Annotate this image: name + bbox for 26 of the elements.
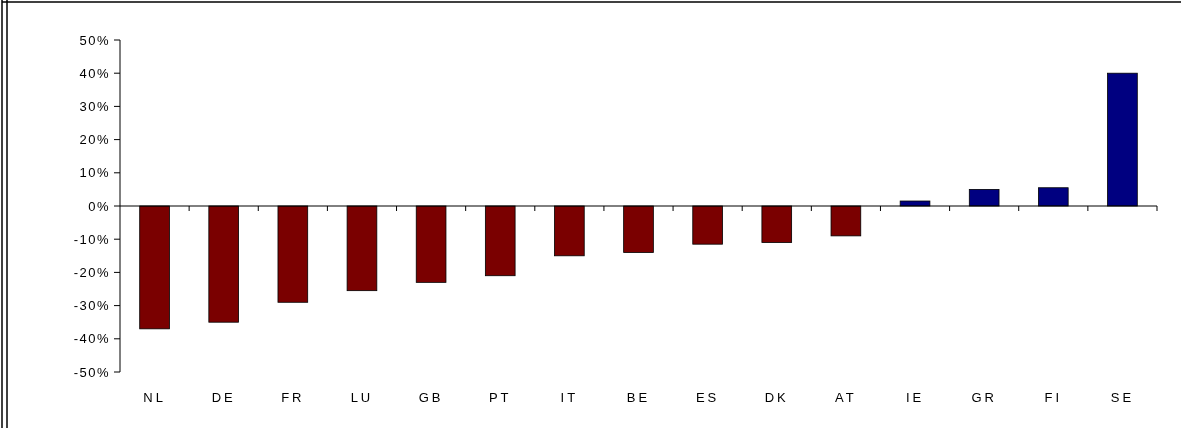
x-tick-label: PT [488, 390, 512, 405]
x-tick-label: IE [905, 390, 925, 405]
x-tick-label: LU [350, 390, 374, 405]
x-tick-label: BE [626, 390, 651, 405]
y-tick-label: 10% [79, 165, 110, 181]
x-tick-label: DE [211, 390, 236, 405]
x-tick-label: ES [695, 390, 720, 405]
y-tick-label: 40% [79, 65, 110, 81]
x-tick-label: FI [1044, 390, 1063, 405]
x-tick-label: GB [418, 390, 444, 405]
x-tick-label: NL [143, 390, 166, 405]
x-tick-label: GR [971, 390, 997, 405]
x-tick-label: IT [560, 390, 579, 405]
y-tick-label: 50% [79, 32, 110, 48]
y-tick-label: 20% [79, 132, 110, 148]
y-tick-label: -10% [73, 231, 110, 247]
x-tick-label: AT [835, 390, 857, 405]
y-tick-label: -20% [73, 264, 110, 280]
x-tick-label: DK [764, 390, 789, 405]
y-tick-label: -30% [73, 298, 110, 314]
x-tick-label: FR [281, 390, 305, 405]
x-tick-label: SE [1110, 390, 1135, 405]
y-tick-label: 30% [79, 98, 110, 114]
y-tick-label: 0% [88, 198, 110, 214]
y-tick-label: -50% [73, 364, 110, 380]
y-tick-label: -40% [73, 331, 110, 347]
